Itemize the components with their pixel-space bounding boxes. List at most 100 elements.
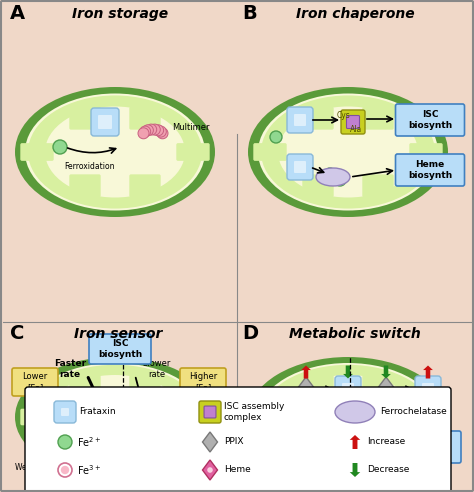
FancyBboxPatch shape — [379, 431, 461, 463]
Text: Iron chaperone: Iron chaperone — [296, 7, 414, 21]
Ellipse shape — [258, 363, 438, 471]
FancyBboxPatch shape — [410, 409, 442, 425]
Polygon shape — [297, 377, 315, 401]
Text: Ferrochelatase: Ferrochelatase — [380, 407, 447, 417]
Ellipse shape — [335, 401, 375, 423]
FancyBboxPatch shape — [303, 107, 333, 129]
FancyBboxPatch shape — [270, 431, 342, 463]
Circle shape — [172, 417, 182, 427]
Text: Heme: Heme — [224, 465, 251, 474]
Text: ISC
biosynth: ISC biosynth — [98, 339, 142, 359]
Text: Multimer: Multimer — [172, 123, 210, 131]
FancyBboxPatch shape — [363, 438, 393, 458]
FancyBboxPatch shape — [130, 107, 160, 129]
Text: Cys: Cys — [337, 111, 351, 120]
Ellipse shape — [278, 375, 418, 459]
FancyBboxPatch shape — [204, 406, 216, 418]
Circle shape — [146, 124, 157, 135]
Ellipse shape — [248, 87, 448, 217]
Circle shape — [175, 404, 185, 414]
Circle shape — [170, 392, 180, 402]
FancyBboxPatch shape — [105, 403, 117, 415]
Text: Iron storage: Iron storage — [72, 7, 168, 21]
FancyBboxPatch shape — [363, 175, 393, 196]
Circle shape — [55, 392, 65, 402]
Text: Fe$^{2+}$: Fe$^{2+}$ — [77, 435, 101, 449]
FancyBboxPatch shape — [130, 175, 160, 196]
Circle shape — [53, 140, 67, 154]
FancyBboxPatch shape — [98, 115, 112, 129]
FancyBboxPatch shape — [335, 376, 361, 402]
FancyBboxPatch shape — [294, 161, 306, 173]
FancyBboxPatch shape — [422, 383, 434, 395]
FancyBboxPatch shape — [254, 144, 286, 160]
Ellipse shape — [15, 87, 215, 217]
FancyBboxPatch shape — [70, 438, 100, 458]
Text: Increase: Increase — [367, 437, 405, 447]
Text: Fe$^{3+}$: Fe$^{3+}$ — [77, 463, 101, 477]
FancyBboxPatch shape — [346, 116, 359, 128]
FancyBboxPatch shape — [199, 401, 221, 423]
FancyBboxPatch shape — [303, 438, 333, 458]
Circle shape — [149, 124, 160, 135]
FancyBboxPatch shape — [395, 104, 465, 136]
Ellipse shape — [261, 95, 435, 209]
Circle shape — [58, 463, 72, 477]
FancyBboxPatch shape — [21, 409, 53, 425]
Circle shape — [142, 125, 154, 136]
Text: Weak interaction: Weak interaction — [15, 462, 80, 471]
Polygon shape — [350, 463, 360, 477]
Polygon shape — [301, 366, 311, 378]
Polygon shape — [350, 435, 360, 449]
Text: ISC assembly
complex: ISC assembly complex — [224, 402, 284, 422]
FancyBboxPatch shape — [70, 107, 100, 129]
Text: A: A — [10, 4, 25, 23]
Ellipse shape — [45, 106, 185, 197]
FancyBboxPatch shape — [129, 403, 141, 415]
FancyBboxPatch shape — [180, 368, 226, 396]
Circle shape — [334, 174, 346, 186]
Circle shape — [270, 131, 282, 143]
Text: ISC
biosynth: ISC biosynth — [408, 110, 452, 130]
FancyBboxPatch shape — [21, 144, 53, 160]
Circle shape — [155, 126, 166, 137]
Ellipse shape — [45, 375, 185, 459]
FancyBboxPatch shape — [100, 398, 122, 420]
Text: Heme
biosynth: Heme biosynth — [408, 160, 452, 180]
Ellipse shape — [248, 357, 448, 477]
FancyBboxPatch shape — [363, 107, 393, 129]
Ellipse shape — [261, 365, 435, 469]
Ellipse shape — [258, 93, 438, 211]
Polygon shape — [202, 460, 218, 480]
Text: Decrease: Decrease — [367, 465, 410, 474]
FancyBboxPatch shape — [88, 404, 98, 414]
Polygon shape — [343, 366, 353, 378]
Text: Lower
[Fe]: Lower [Fe] — [22, 372, 47, 392]
FancyBboxPatch shape — [141, 397, 165, 421]
Circle shape — [58, 435, 72, 449]
Text: Higher
[Fe]: Higher [Fe] — [189, 372, 217, 392]
Circle shape — [153, 125, 164, 136]
Text: D: D — [242, 324, 258, 343]
Text: Slower
rate: Slower rate — [143, 359, 171, 379]
FancyBboxPatch shape — [25, 387, 451, 492]
FancyBboxPatch shape — [287, 107, 313, 133]
Circle shape — [324, 168, 336, 180]
Ellipse shape — [28, 365, 202, 469]
FancyBboxPatch shape — [287, 154, 313, 180]
FancyBboxPatch shape — [303, 175, 333, 196]
Text: PPIX: PPIX — [224, 437, 244, 447]
FancyBboxPatch shape — [130, 438, 160, 458]
Text: Frataxin: Frataxin — [79, 407, 116, 417]
FancyBboxPatch shape — [177, 144, 209, 160]
Circle shape — [140, 126, 151, 137]
FancyBboxPatch shape — [70, 376, 100, 396]
FancyBboxPatch shape — [61, 408, 69, 416]
FancyBboxPatch shape — [254, 409, 286, 425]
Text: B: B — [242, 4, 257, 23]
FancyBboxPatch shape — [303, 376, 333, 396]
Circle shape — [207, 467, 213, 473]
FancyBboxPatch shape — [341, 110, 365, 134]
Polygon shape — [377, 377, 395, 401]
Circle shape — [157, 128, 168, 139]
